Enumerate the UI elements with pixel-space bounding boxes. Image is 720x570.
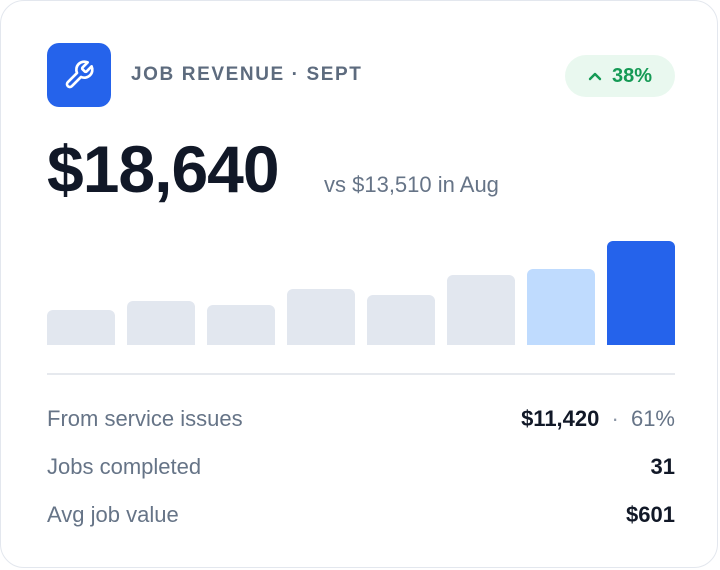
comparison-text: vs $13,510 in Aug <box>324 172 499 197</box>
revenue-bar-chart <box>47 241 675 345</box>
stat-value: $601 <box>626 502 675 527</box>
chart-bar <box>607 241 675 345</box>
wrench-icon-tile <box>47 43 111 107</box>
chart-bar <box>447 275 515 345</box>
stat-value-group: $11,420 · 61% <box>521 406 675 432</box>
delta-badge: 38% <box>565 55 675 97</box>
chart-bar <box>287 289 355 345</box>
stat-row-service-issues: From service issues $11,420 · 61% <box>47 404 675 434</box>
stat-row-avg-job-value: Avg job value $601 <box>47 500 675 530</box>
stat-label: Avg job value <box>47 502 179 527</box>
revenue-value: $18,640 <box>47 132 280 206</box>
chart-bar <box>127 301 195 345</box>
chart-bar <box>367 295 435 345</box>
chart-bar <box>47 310 115 345</box>
card-title: JOB REVENUE · SEPT <box>131 64 363 85</box>
wrench-icon <box>65 60 94 89</box>
stat-label: Jobs completed <box>47 454 202 479</box>
stat-row-jobs-completed: Jobs completed 31 <box>47 452 675 482</box>
stat-value: 31 <box>650 454 675 479</box>
stat-value: $11,420 <box>521 406 600 431</box>
arrow-up-icon <box>588 72 602 81</box>
stat-separator: · <box>611 406 619 431</box>
stat-percent: 61% <box>630 406 675 431</box>
chart-bar <box>527 269 595 345</box>
delta-value: 38% <box>611 64 653 87</box>
divider <box>47 373 675 375</box>
chart-bar <box>207 305 275 345</box>
stat-label: From service issues <box>47 406 243 431</box>
